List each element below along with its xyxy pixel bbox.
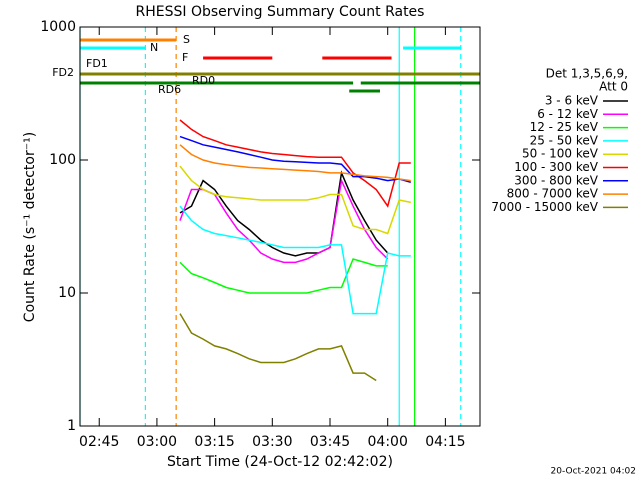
legend-label: 3 - 6 keV	[545, 94, 599, 108]
x-axis-label: Start Time (24-Oct-12 02:42:02)	[167, 454, 393, 470]
x-tick-label: 03:00	[137, 434, 177, 450]
flag-label: RD0	[192, 74, 215, 87]
series-line	[179, 205, 411, 315]
legend-label: 50 - 100 keV	[522, 147, 599, 161]
x-tick-label: 02:45	[79, 434, 119, 450]
plot-frame	[79, 26, 481, 427]
legend-label: 300 - 800 keV	[514, 173, 598, 187]
series-line	[179, 258, 388, 294]
y-tick-label: 10	[58, 285, 76, 301]
series-line	[179, 135, 412, 184]
flag-label: S	[183, 33, 190, 46]
flag-label: FD1	[86, 57, 108, 70]
flag-label: N	[150, 41, 158, 54]
series-line	[179, 313, 377, 382]
x-tick-label: 04:15	[425, 434, 465, 450]
legend-label: 7000 - 15000 keV	[491, 200, 598, 214]
chart-title: RHESSI Observing Summary Count Rates	[136, 4, 425, 20]
series-line	[179, 170, 389, 257]
x-tick-label: 03:15	[194, 434, 234, 450]
legend-header: Det 1,3,5,6,9,	[546, 67, 628, 81]
legend-label: 12 - 25 keV	[530, 120, 599, 134]
legend-label: 800 - 7000 keV	[507, 187, 599, 201]
flag-label: RD6	[158, 83, 181, 96]
legend-label: 100 - 300 keV	[514, 160, 598, 174]
y-tick-label: 1	[67, 418, 76, 434]
flag-label: F	[182, 51, 188, 64]
series-line	[179, 144, 411, 182]
footer: 20-Oct-2021 04:02	[551, 467, 636, 477]
legend-header: Att 0	[599, 80, 628, 94]
series-line	[179, 165, 411, 235]
x-tick-label: 03:45	[310, 434, 350, 450]
x-tick-label: 03:30	[252, 434, 292, 450]
x-tick-label: 04:00	[368, 434, 408, 450]
series-line	[179, 119, 411, 208]
y-tick-label: 1000	[40, 19, 76, 35]
flag-label: FD2	[52, 66, 74, 79]
y-axis-label: Count Rate (s⁻¹ detector⁻¹)	[22, 132, 38, 322]
legend-label: 6 - 12 keV	[537, 107, 599, 121]
legend-label: 25 - 50 keV	[530, 133, 599, 147]
y-tick-label: 100	[49, 152, 76, 168]
